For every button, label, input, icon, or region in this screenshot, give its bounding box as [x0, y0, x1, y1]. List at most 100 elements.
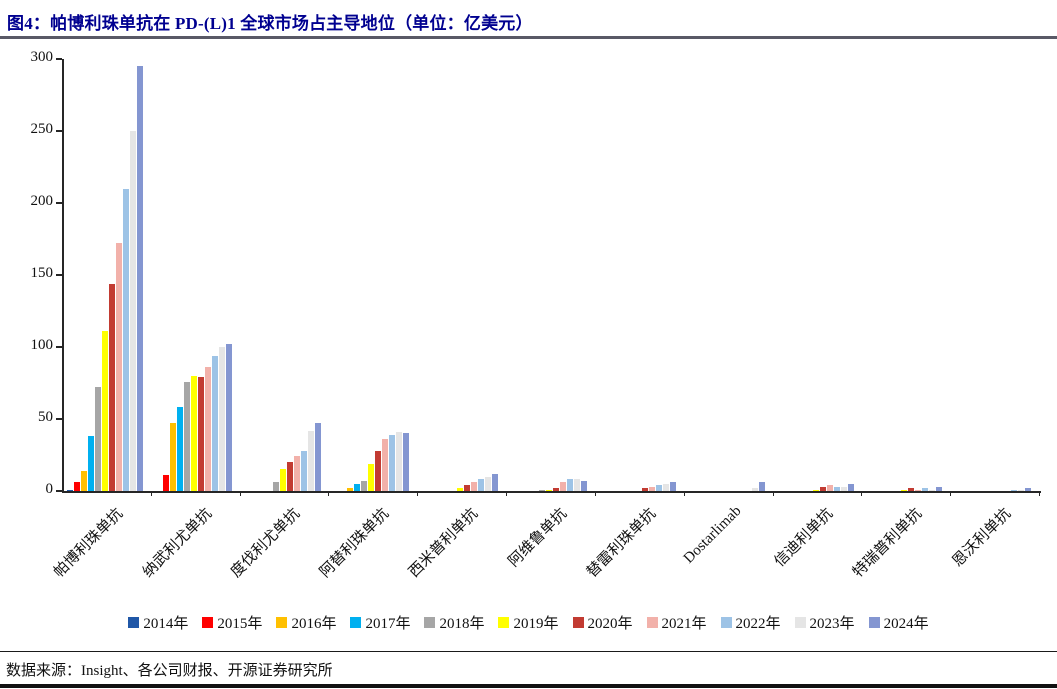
legend-label: 2015年 — [217, 616, 263, 632]
bar-2018年-阿替利珠单抗 — [361, 480, 368, 491]
x-axis-tick — [594, 491, 596, 496]
bar-2019年-特瑞普利单抗 — [901, 489, 908, 491]
bar-2022年-特瑞普利单抗 — [922, 488, 929, 491]
chart-legend: 2014年 2015年 2016年 2017年 2018年 2019年 2020年 2021年… — [0, 612, 1057, 633]
bar-2018年-阿维鲁单抗 — [539, 489, 546, 491]
bar-2019年-帕博利珠单抗 — [102, 331, 108, 491]
bar-2020年-纳武利尤单抗 — [197, 377, 204, 491]
x-category-label: 西米普利单抗 — [406, 505, 482, 581]
bar-group — [422, 59, 499, 491]
x-category-label: 恩沃利单抗 — [949, 505, 1015, 571]
bar-2022年-帕博利珠单抗 — [123, 188, 129, 491]
x-axis — [62, 491, 1041, 493]
bar-2020年-西米普利单抗 — [464, 485, 471, 491]
bar-2021年-帕博利珠单抗 — [116, 243, 122, 491]
x-category-label: 阿维鲁单抗 — [505, 505, 571, 571]
bar-2023年-特瑞普利单抗 — [929, 489, 936, 491]
y-axis-tick — [56, 58, 62, 60]
legend-label: 2014年 — [143, 616, 189, 632]
bar-2021年-阿维鲁单抗 — [560, 482, 567, 491]
x-axis-tick — [239, 491, 241, 496]
legend-label: 2019年 — [513, 616, 559, 632]
bar-2021年-度伐利尤单抗 — [293, 456, 300, 491]
bar-2016年-阿替利珠单抗 — [347, 488, 354, 491]
bar-2022年-阿替利珠单抗 — [389, 434, 396, 491]
y-tick-label: 300 — [30, 49, 54, 65]
bar-2015年-帕博利珠单抗 — [74, 482, 80, 491]
title-underline — [0, 36, 1057, 39]
x-axis-tick — [506, 491, 508, 496]
x-axis-tick — [950, 491, 952, 496]
legend-item-2023年: 2023年 — [794, 612, 855, 633]
legend-label: 2017年 — [365, 616, 411, 632]
bar-2024年-度伐利尤单抗 — [314, 423, 321, 491]
bar-2015年-纳武利尤单抗 — [162, 475, 169, 491]
bar-2019年-西米普利单抗 — [457, 488, 464, 491]
legend-swatch-icon — [868, 617, 880, 628]
bar-2019年-纳武利尤单抗 — [190, 375, 197, 491]
bar-2021年-信迪利单抗 — [826, 485, 833, 491]
legend-item-2019年: 2019年 — [498, 612, 559, 633]
bar-2018年-度伐利尤单抗 — [272, 482, 279, 491]
bar-2024年-帕博利珠单抗 — [137, 66, 143, 491]
bar-group — [511, 59, 588, 491]
bottom-border — [0, 684, 1057, 688]
x-category-label: 替雷利珠单抗 — [583, 505, 659, 581]
legend-item-2021年: 2021年 — [646, 612, 707, 633]
legend-item-2022年: 2022年 — [720, 612, 781, 633]
legend-swatch-icon — [424, 617, 436, 628]
legend-item-2015年: 2015年 — [202, 612, 262, 633]
y-tick-label: 200 — [30, 193, 54, 209]
bar-2023年-纳武利尤单抗 — [218, 347, 225, 491]
x-category-label: 度伐利尤单抗 — [228, 505, 304, 581]
bar-2022年-度伐利尤单抗 — [300, 450, 307, 491]
figure-title: 图4：帕博利珠单抗在 PD-(L)1 全球市场占主导地位（单位：亿美元） — [7, 14, 533, 33]
y-tick-label: 0 — [45, 481, 54, 497]
bar-2024年-替雷利珠单抗 — [669, 482, 676, 491]
y-tick-label: 100 — [30, 337, 54, 353]
x-category-label: 信迪利单抗 — [772, 505, 837, 571]
legend-swatch-icon — [276, 617, 288, 628]
bar-group — [866, 59, 943, 491]
bar-2020年-度伐利尤单抗 — [286, 462, 293, 491]
bar-2020年-信迪利单抗 — [819, 486, 826, 491]
bar-2017年-纳武利尤单抗 — [176, 407, 183, 491]
bar-2024年-阿维鲁单抗 — [581, 480, 588, 491]
legend-item-2018年: 2018年 — [424, 612, 484, 633]
legend-label: 2016年 — [291, 616, 337, 632]
bar-2018年-帕博利珠单抗 — [95, 387, 101, 491]
legend-label: 2024年 — [883, 616, 929, 632]
legend-swatch-icon — [202, 617, 214, 628]
x-category-label: Dostarlimab — [681, 503, 745, 567]
bar-2023年-恩沃利单抗 — [1018, 489, 1025, 491]
bar-2019年-信迪利单抗 — [812, 489, 819, 491]
bar-2020年-阿替利珠单抗 — [375, 450, 382, 491]
bar-2019年-阿维鲁单抗 — [546, 489, 553, 491]
bar-2020年-阿维鲁单抗 — [553, 488, 560, 491]
y-axis-tick — [56, 490, 62, 492]
bar-2021年-西米普利单抗 — [471, 482, 478, 491]
legend-label: 2023年 — [809, 616, 855, 632]
legend-swatch-icon — [572, 617, 584, 628]
bar-2022年-信迪利单抗 — [833, 486, 840, 491]
legend-item-2024年: 2024年 — [868, 612, 929, 633]
y-tick-label: 150 — [30, 265, 54, 281]
y-tick-label: 250 — [30, 121, 54, 137]
bar-2023年-Dostarlimab — [751, 488, 758, 491]
y-axis-tick — [56, 274, 62, 276]
bar-2019年-阿替利珠单抗 — [368, 463, 375, 491]
bar-2021年-替雷利珠单抗 — [648, 486, 655, 491]
bar-2020年-替雷利珠单抗 — [641, 488, 648, 491]
bar-2024年-信迪利单抗 — [847, 483, 854, 491]
bar-2023年-帕博利珠单抗 — [130, 131, 136, 491]
x-axis-tick — [1039, 491, 1040, 496]
legend-swatch-icon — [646, 617, 658, 628]
bar-2024年-特瑞普利单抗 — [936, 486, 943, 491]
bar-2023年-度伐利尤单抗 — [307, 430, 314, 491]
bar-2020年-特瑞普利单抗 — [908, 488, 915, 491]
bar-group — [156, 59, 233, 491]
bar-group — [778, 59, 855, 491]
bar-group — [67, 59, 144, 491]
legend-item-2014年: 2014年 — [128, 612, 188, 633]
